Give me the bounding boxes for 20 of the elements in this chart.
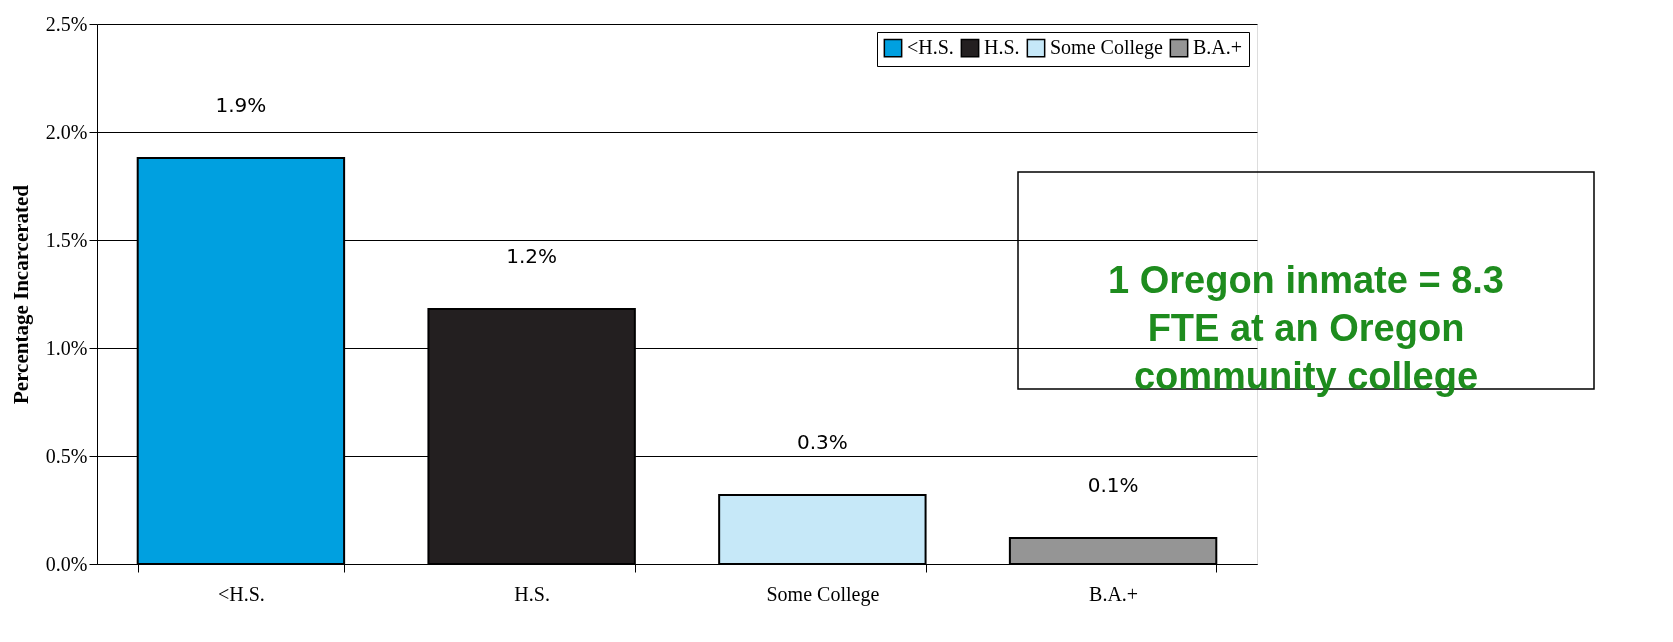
legend-label: B.A.+ <box>1193 36 1243 59</box>
data-label: 0.1% <box>1087 473 1139 498</box>
y-tick-label: 1.0% <box>45 336 88 359</box>
x-tick-label: H.S. <box>514 582 550 605</box>
data-label: 0.3% <box>796 429 848 454</box>
annotation: 1 Oregon inmate = 8.3 FTE at an Oregon community college <box>1108 259 1504 397</box>
data-label: 1.2% <box>506 244 558 269</box>
y-axis-title: Percentage Incarcerated <box>8 184 33 405</box>
legend-label: H.S. <box>984 36 1020 59</box>
x-tick-label: Some College <box>766 582 880 606</box>
data-label: 1.9% <box>215 92 267 117</box>
legend-label: <H.S. <box>907 36 954 59</box>
y-tick-label: 2.0% <box>45 120 88 143</box>
x-tick-label: B.A.+ <box>1089 582 1139 605</box>
y-tick-label: 2.5% <box>45 12 88 35</box>
y-tick-label: 0.5% <box>45 444 88 467</box>
x-tick-label: <H.S. <box>217 582 265 605</box>
y-tick-label: 1.5% <box>45 228 88 251</box>
legend-label: Some College <box>1050 36 1163 60</box>
y-tick-label: 0.0% <box>45 552 88 575</box>
